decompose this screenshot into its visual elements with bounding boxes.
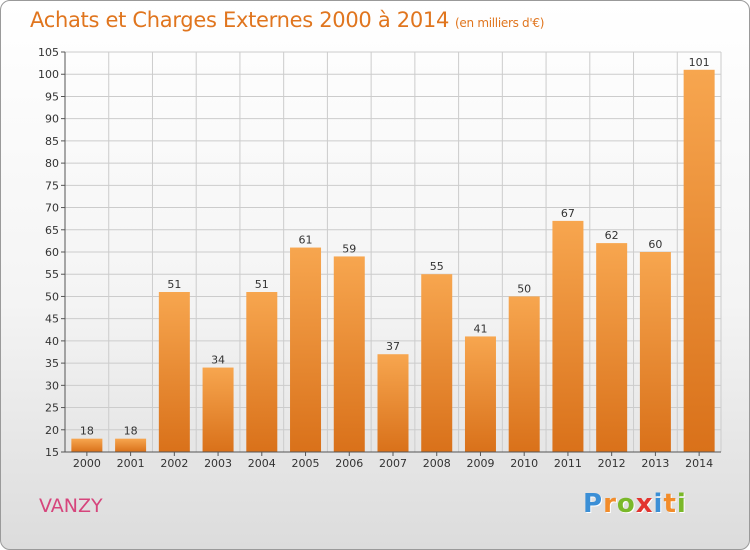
x-tick-label: 2001 (117, 457, 145, 470)
bar (202, 367, 234, 452)
logo-letter: P (583, 489, 604, 519)
x-tick-label: 2008 (423, 457, 451, 470)
x-tick-label: 2010 (510, 457, 538, 470)
bar (333, 256, 365, 452)
bar (552, 220, 584, 452)
bar-value-label: 34 (211, 354, 225, 367)
bar-value-label: 101 (689, 56, 710, 69)
x-tick-label: 2012 (598, 457, 626, 470)
chart-title: Achats et Charges Externes 2000 à 2014 (e… (30, 8, 544, 32)
x-tick-label: 2004 (248, 457, 276, 470)
x-tick-label: 2009 (466, 457, 494, 470)
y-tick-label: 90 (45, 113, 59, 126)
bar-value-label: 60 (648, 238, 662, 251)
bar (71, 438, 103, 452)
x-tick-label: 2013 (641, 457, 669, 470)
y-tick-label: 60 (45, 246, 59, 259)
bar-value-label: 62 (605, 229, 619, 242)
x-tick-label: 2011 (554, 457, 582, 470)
x-tick-label: 2000 (73, 457, 101, 470)
bar (508, 296, 540, 452)
bar (115, 438, 147, 452)
bar-value-label: 51 (167, 278, 181, 291)
y-tick-label: 15 (45, 446, 59, 459)
y-tick-label: 40 (45, 335, 59, 348)
bar-value-label: 18 (80, 425, 94, 438)
y-tick-label: 105 (38, 46, 59, 59)
bar (421, 274, 453, 452)
x-tick-label: 2003 (204, 457, 232, 470)
x-tick-label: 2002 (160, 457, 188, 470)
logo-letter: x (635, 489, 654, 519)
y-tick-label: 70 (45, 202, 59, 215)
y-tick-label: 55 (45, 268, 59, 281)
bar (683, 69, 715, 453)
bar-value-label: 51 (255, 278, 269, 291)
logo-letter: r (603, 489, 617, 519)
x-tick-label: 2007 (379, 457, 407, 470)
value-labels: 18 18 51 34 51 61 59 37 55 41 50 67 62 60 101 (80, 56, 710, 438)
bar-value-label: 37 (386, 340, 400, 353)
bar (596, 243, 628, 452)
bar (246, 292, 278, 452)
x-tick-label: 2006 (335, 457, 363, 470)
y-tick-label: 30 (45, 379, 59, 392)
y-tick-label: 35 (45, 357, 59, 370)
y-tick-label: 20 (45, 424, 59, 437)
y-tick-label: 80 (45, 157, 59, 170)
bars (71, 69, 715, 453)
bar-value-label: 50 (517, 282, 531, 295)
bar-value-label: 41 (473, 322, 487, 335)
commune-name: VANZY (39, 495, 103, 517)
axes: 15 20 25 30 35 40 45 50 55 60 65 70 75 80 85 90 95 100 105… (38, 46, 721, 470)
bar (377, 354, 409, 452)
bar-value-label: 61 (299, 234, 313, 247)
bar-value-label: 59 (342, 242, 356, 255)
y-tick-label: 85 (45, 135, 59, 148)
y-tick-label: 50 (45, 290, 59, 303)
chart-title-text: Achats et Charges Externes 2000 à 2014 (30, 8, 450, 32)
logo-letter: i (676, 489, 687, 519)
bar-value-label: 67 (561, 207, 575, 220)
y-tick-label: 65 (45, 224, 59, 237)
bar (290, 247, 322, 452)
logo-letter: i (653, 489, 664, 519)
y-tick-label: 45 (45, 313, 59, 326)
proxiti-logo: Proxiti (583, 489, 687, 519)
y-tick-label: 100 (38, 68, 59, 81)
chart-unit-label: (en milliers d'€) (455, 16, 545, 30)
x-tick-label: 2014 (685, 457, 713, 470)
bar (158, 292, 190, 452)
logo-letter: t (663, 489, 677, 519)
bar-value-label: 55 (430, 260, 444, 273)
logo-letter: o (616, 489, 636, 519)
bar-value-label: 18 (124, 425, 138, 438)
bar (464, 336, 496, 452)
y-tick-label: 95 (45, 90, 59, 103)
y-tick-label: 75 (45, 179, 59, 192)
y-tick-label: 25 (45, 402, 59, 415)
bar (639, 252, 671, 452)
x-tick-label: 2005 (292, 457, 320, 470)
